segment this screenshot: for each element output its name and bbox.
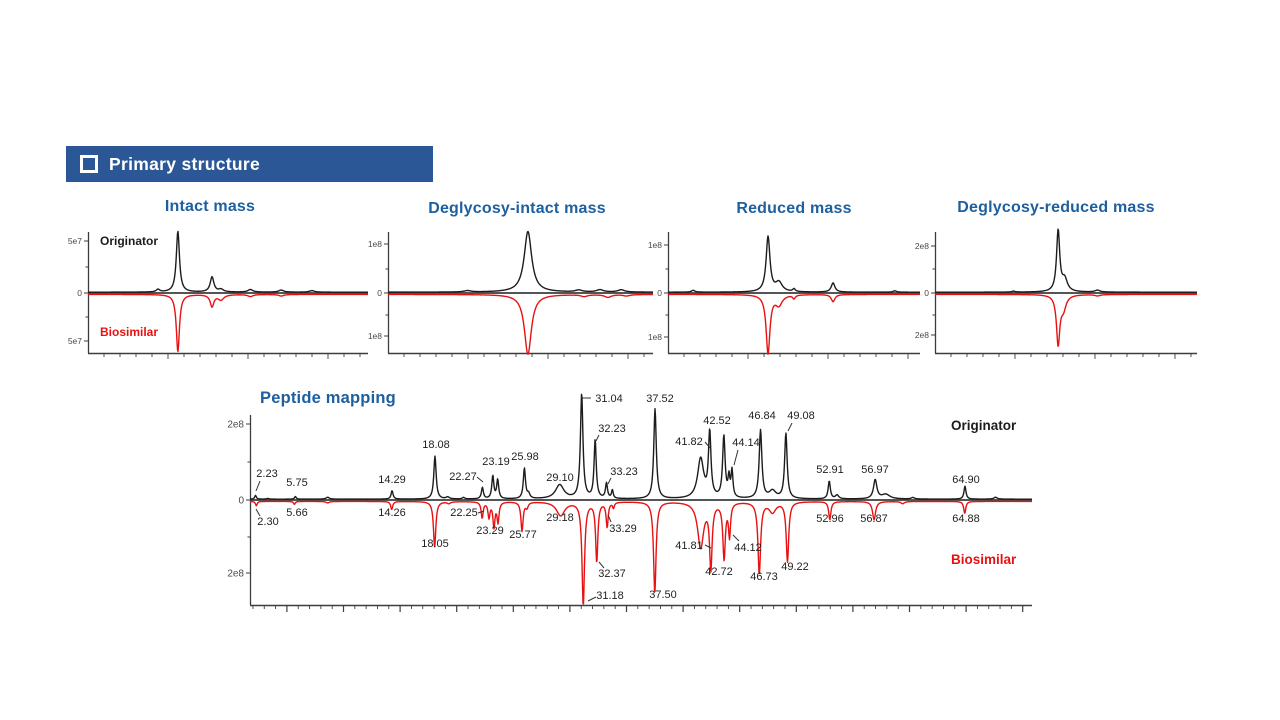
peak-label: 49.22 [781,561,809,573]
peak-label: 37.52 [646,393,674,405]
peak-label: 64.88 [952,513,980,525]
chart-title-deglycosy-intact-mass: Deglycosy-intact mass [428,200,606,217]
leader-line [704,544,712,549]
peak-label: 2.23 [256,468,277,480]
biosimilar-label-peptide: Biosimilar [951,552,1017,567]
originator-label-peptide: Originator [951,418,1017,433]
y-axis-label: 0 [657,288,662,298]
leader-line [607,514,612,523]
peak-label: 32.37 [598,568,626,580]
y-axis-label: 2e8 [227,420,244,431]
peak-label: 33.23 [610,466,638,478]
peak-label: 64.90 [952,474,980,486]
peak-label: 41.82 [675,436,703,448]
leader-line [255,508,261,517]
y-axis-label: 0 [77,288,82,298]
leader-line [477,510,485,514]
biosimilar-label-intact: Biosimilar [100,325,159,339]
peak-label: 22.25 [450,507,478,519]
y-axis-label: 0 [238,496,244,507]
y-axis-label: 5e7 [68,336,82,346]
deglycosy-intact-mass-chart: 1e8 0 1e8 [368,230,654,359]
trace-biosimilar [387,293,654,355]
peak-label: 14.26 [378,507,406,519]
intact-mass-chart: 5e7 0 5e7 [68,230,369,359]
deglycosy-reduced-mass-chart: 2e8 0 2e8 [915,228,1198,359]
section-banner: Primary structure [66,146,433,182]
peak-label: 42.72 [705,566,733,578]
y-axis-label: 2e8 [915,330,929,340]
peak-label: 29.18 [546,512,574,524]
peak-label: 44.12 [734,542,762,554]
peak-label: 5.75 [286,477,307,489]
peak-label: 32.23 [598,423,626,435]
peak-label: 46.73 [750,571,778,583]
peak-label: 5.66 [286,507,307,519]
peak-label: 2.30 [257,516,278,528]
y-axis-label: 0 [924,288,929,298]
peak-label: 52.91 [816,464,844,476]
leader-line [733,449,739,466]
peak-label: 56.97 [861,464,889,476]
y-axis-label: 2e8 [227,569,244,580]
trace-originator [934,228,1198,293]
peak-label: 25.98 [511,451,539,463]
peak-label: 33.29 [609,523,637,535]
leader-line [587,596,597,602]
peak-label: 46.84 [748,410,776,422]
peak-label: 22.27 [449,471,477,483]
peak-label: 42.52 [703,415,731,427]
peak-label: 52.96 [816,513,844,525]
peak-label: 25.77 [509,529,537,541]
y-axis-label: 5e7 [68,236,82,246]
peak-label: 29.10 [546,472,574,484]
leader-line [787,422,793,432]
leader-line [255,480,261,492]
peak-label: 49.08 [787,410,815,422]
reduced-mass-chart: 1e8 0 1e8 [648,232,921,359]
trace-biosimilar [87,293,369,353]
chart-title-intact-mass: Intact mass [164,198,256,215]
y-axis-label: 2e8 [915,241,929,251]
section-title: Primary structure [109,153,260,174]
y-axis-label: 1e8 [368,239,382,249]
y-axis-label: 1e8 [648,332,662,342]
trace-biosimilar [934,293,1198,347]
peak-label: 18.05 [421,538,449,550]
square-bullet-icon [80,155,98,173]
leader-line [704,441,712,450]
y-axis-label: 1e8 [648,240,662,250]
peak-label: 31.04 [595,393,623,405]
peak-label: 31.18 [596,590,624,602]
y-axis-label: 1e8 [368,331,382,341]
peak-label: 23.19 [482,456,510,468]
trace-biosimilar [667,293,921,355]
peak-label: 37.50 [649,589,677,601]
leader-line [476,476,484,483]
trace-biosimilar [249,500,1033,605]
peptide-mapping-chart: 2e8 0 2e8 2.23 5.75 14.29 18.08 22.27 23.19 25.98… [227,393,1033,612]
trace-originator [87,230,369,293]
chart-title-deglycosy-reduced-mass: Deglycosy-reduced mass [957,199,1155,216]
peak-label: 56.87 [860,513,888,525]
peak-label: 23.29 [476,525,504,537]
trace-originator [667,235,921,293]
chart-title-peptide-mapping: Peptide mapping [260,389,396,407]
leader-line [607,477,612,485]
chart-title-reduced-mass: Reduced mass [736,200,852,217]
leader-line [732,534,740,542]
peak-label: 18.08 [422,439,450,451]
leader-line [598,561,605,569]
leader-line [595,434,600,442]
trace-originator [387,230,654,293]
originator-label-intact: Originator [100,234,159,248]
peak-label: 44.14 [732,437,760,449]
peak-label: 14.29 [378,474,406,486]
y-axis-label: 0 [377,288,382,298]
peak-label: 41.81 [675,540,703,552]
trace-originator [249,393,1033,500]
